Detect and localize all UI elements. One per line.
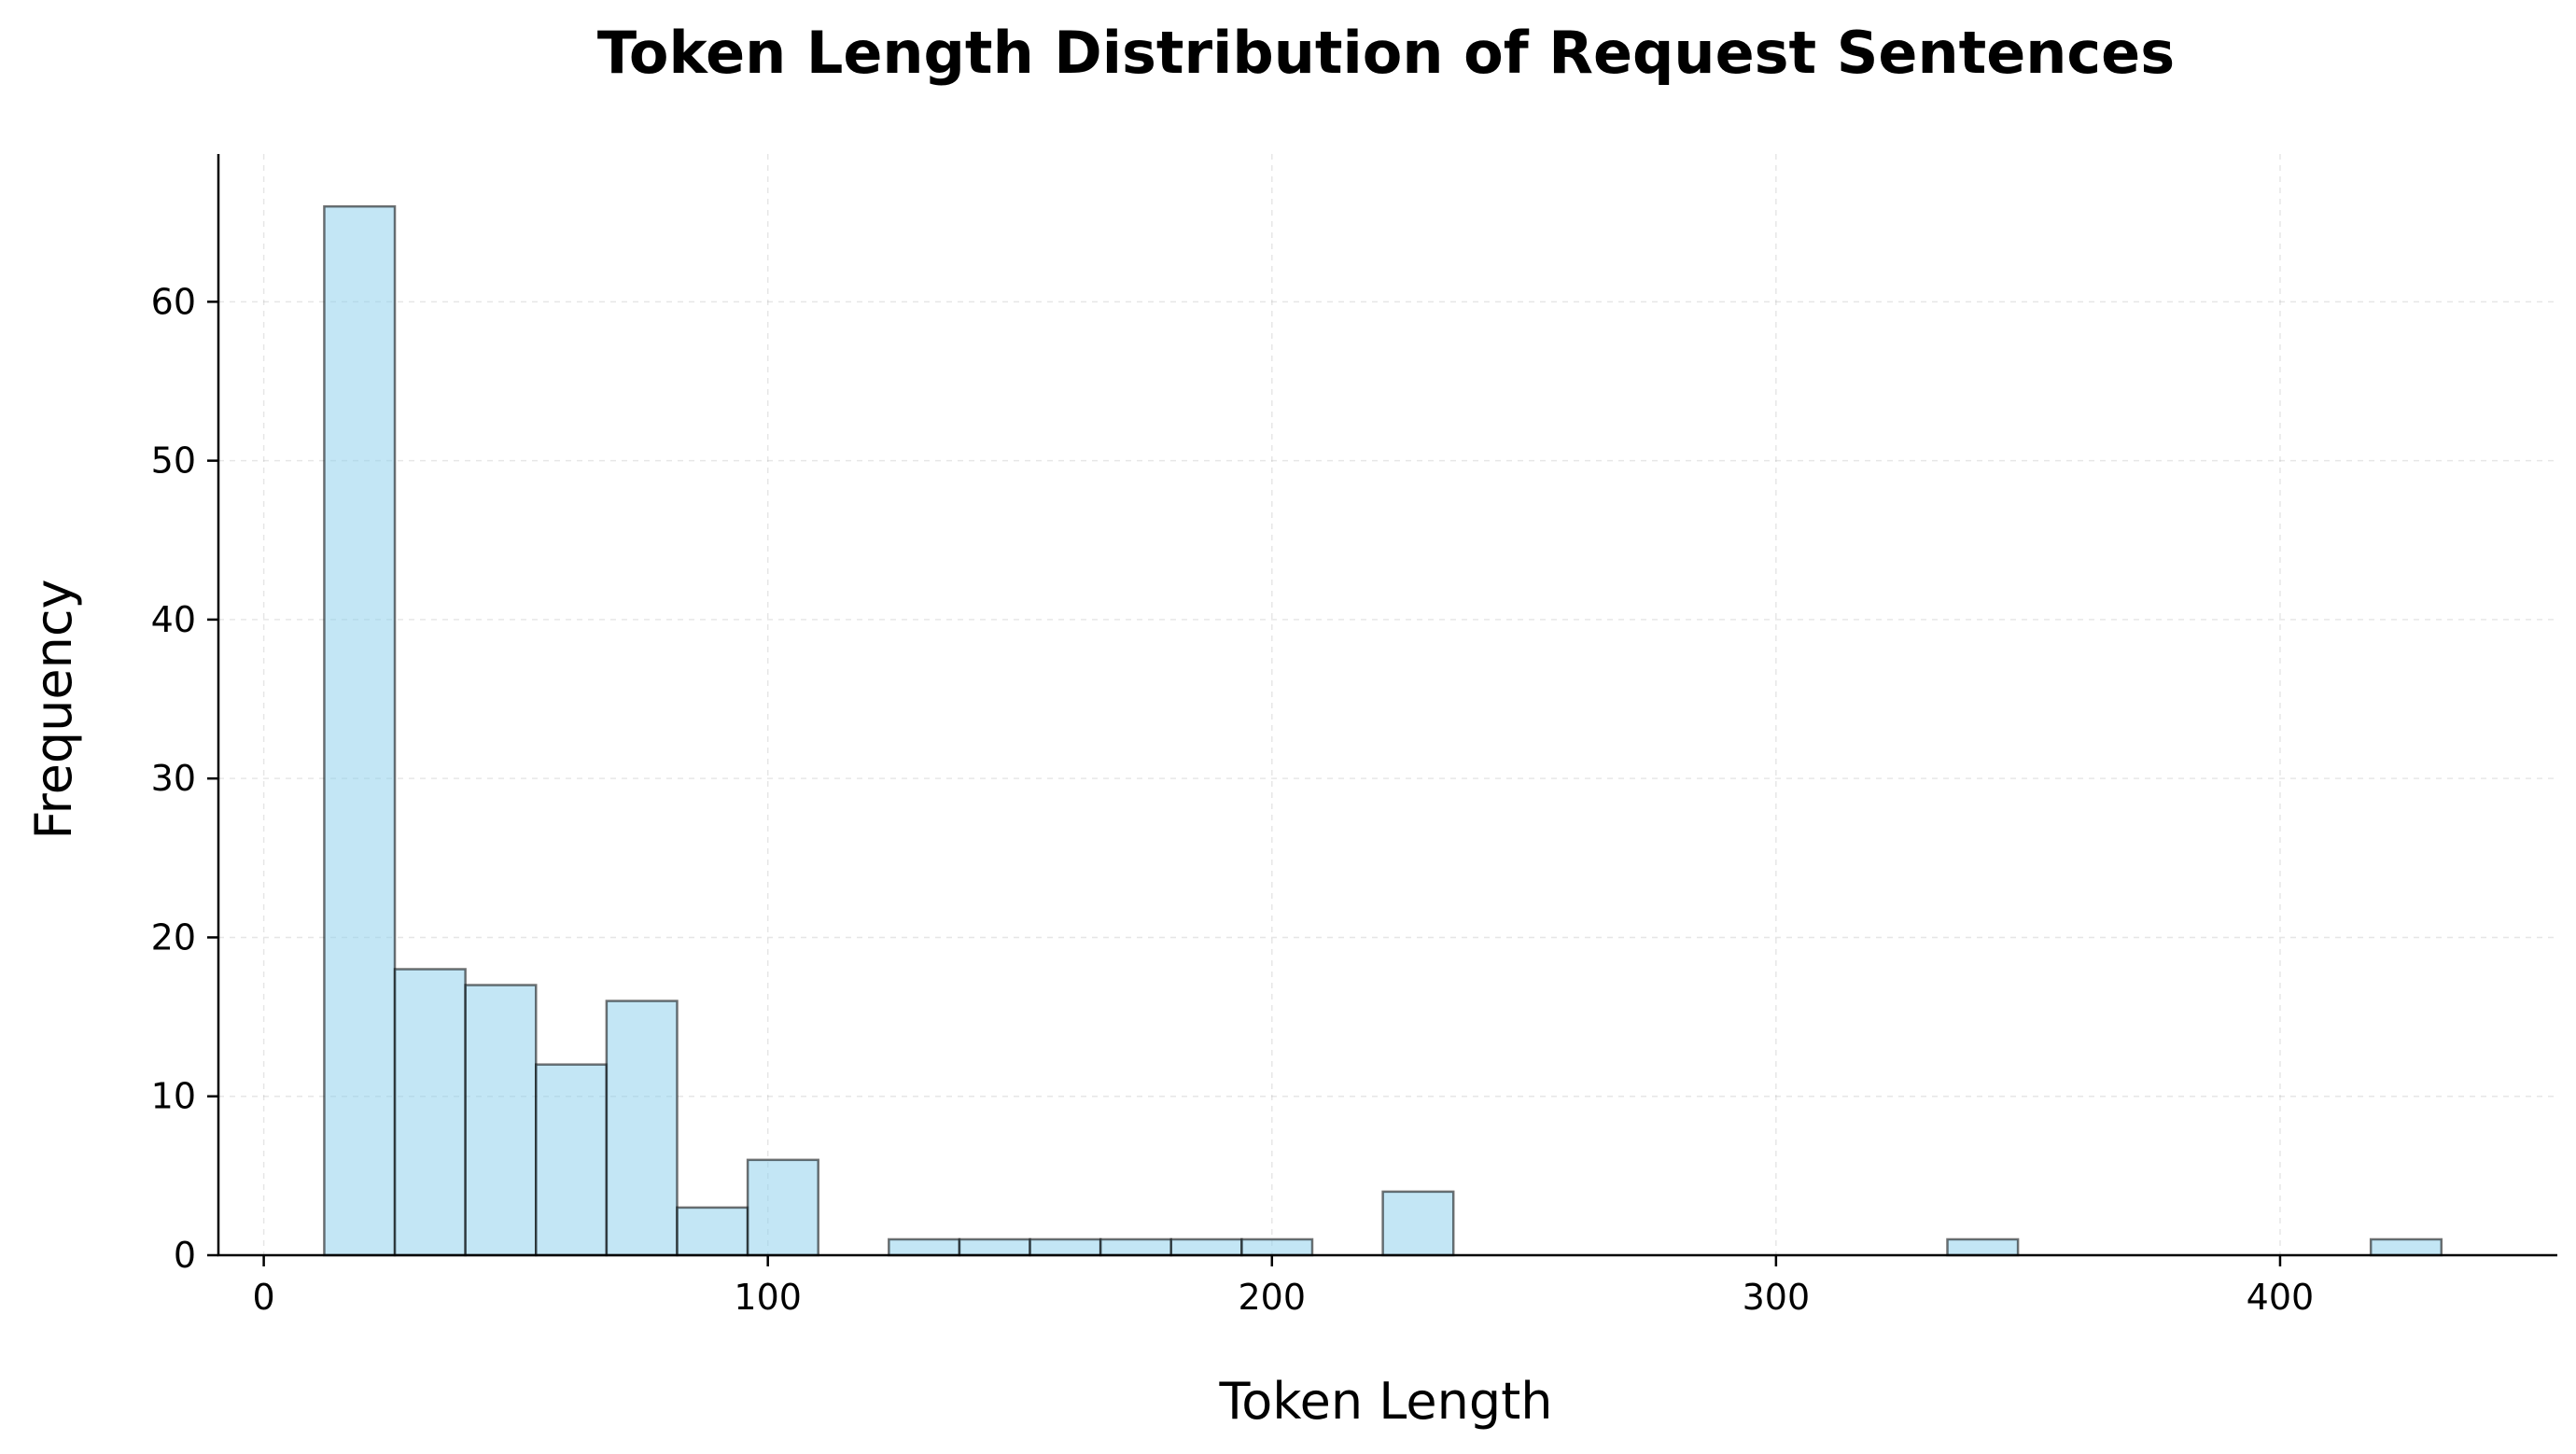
histogram-bar [1029,1237,1102,1257]
x-tick-label: 200 [1239,1277,1307,1318]
histogram-bar [1169,1237,1243,1257]
histogram-bar [393,968,467,1257]
axes: 0 100 200 300 400 0 10 20 30 40 50 60 [151,154,2557,1318]
histogram-bar [958,1237,1031,1257]
y-tick-label: 10 [151,1076,196,1117]
histogram-bar [323,204,397,1257]
histogram-bar [2369,1237,2443,1257]
histogram-bar [676,1206,749,1257]
histogram-bar [1240,1237,1314,1257]
chart-title: Token Length Distribution of Request Sen… [597,19,2175,87]
histogram-bar [1946,1237,2020,1257]
histogram-bar [605,1000,679,1257]
histogram-bar [535,1063,609,1257]
x-axis-title: Token Length [1218,1372,1552,1431]
histogram-bars [323,204,2443,1257]
y-tick-label: 50 [151,440,196,482]
y-tick-label: 0 [174,1235,196,1276]
y-axis-title: Frequency [24,580,83,840]
y-tick-label: 40 [151,599,196,640]
y-tick-label: 30 [151,758,196,799]
y-tick-label: 20 [151,916,196,958]
x-tick-label: 0 [253,1277,275,1318]
x-tick-label: 400 [2247,1277,2315,1318]
x-tick-label: 100 [734,1277,802,1318]
x-tick-label: 300 [1743,1277,1811,1318]
histogram-bar [464,984,538,1257]
y-tick-label: 60 [151,281,196,322]
histogram-bar [1381,1190,1455,1257]
histogram-bar [888,1237,961,1257]
histogram-bar [746,1158,819,1257]
histogram-bar [1099,1237,1173,1257]
